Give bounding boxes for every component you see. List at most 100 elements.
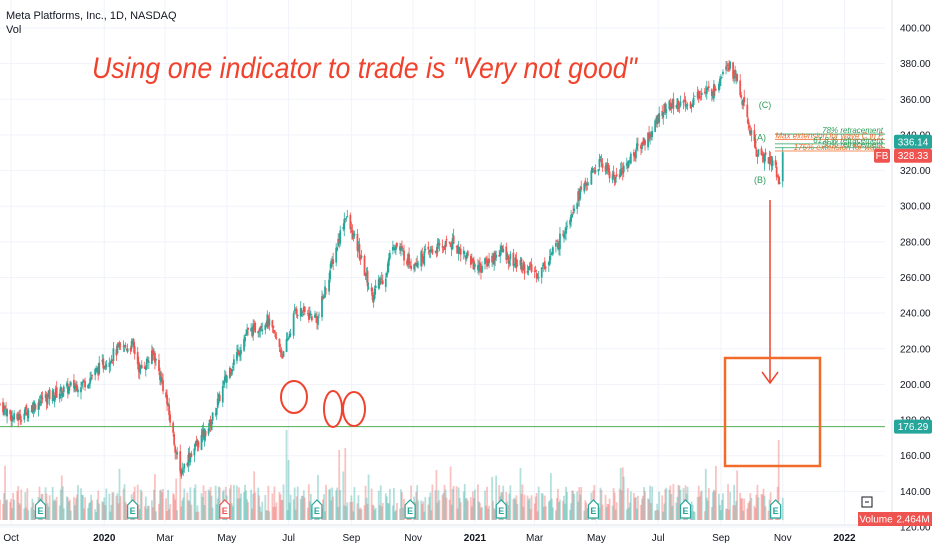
- candle[interactable]: [240, 344, 242, 361]
- candle[interactable]: [244, 333, 246, 347]
- earnings-marker[interactable]: E: [495, 499, 507, 519]
- candle[interactable]: [250, 322, 253, 332]
- candle[interactable]: [750, 127, 753, 142]
- candle[interactable]: [464, 255, 467, 265]
- candle[interactable]: [69, 380, 72, 388]
- candle[interactable]: [642, 137, 644, 146]
- candle[interactable]: [9, 409, 12, 420]
- candle[interactable]: [38, 395, 41, 410]
- candle[interactable]: [229, 367, 232, 377]
- candle[interactable]: [753, 123, 756, 148]
- candle[interactable]: [728, 59, 730, 72]
- candle[interactable]: [377, 274, 380, 290]
- candle[interactable]: [456, 244, 459, 254]
- candle[interactable]: [515, 252, 518, 272]
- candle[interactable]: [686, 102, 689, 111]
- candle[interactable]: [757, 149, 760, 157]
- candle[interactable]: [442, 245, 445, 253]
- candle[interactable]: [98, 356, 101, 376]
- candle[interactable]: [488, 252, 490, 269]
- candle[interactable]: [83, 379, 85, 382]
- candle[interactable]: [200, 428, 203, 451]
- price-tag[interactable]: 176.29: [894, 419, 932, 434]
- candle[interactable]: [471, 257, 474, 270]
- candle[interactable]: [477, 258, 479, 274]
- candle[interactable]: [82, 378, 84, 390]
- candle[interactable]: [378, 276, 381, 290]
- candle[interactable]: [685, 103, 688, 110]
- candle[interactable]: [725, 61, 727, 75]
- candle[interactable]: [268, 312, 271, 331]
- annotation-box[interactable]: [723, 356, 822, 468]
- candle[interactable]: [611, 170, 614, 184]
- candle[interactable]: [726, 60, 728, 72]
- candle[interactable]: [530, 258, 533, 274]
- volume-tag[interactable]: Volume 2.464M: [858, 512, 932, 526]
- candle[interactable]: [300, 308, 303, 317]
- candle[interactable]: [233, 354, 235, 371]
- candle[interactable]: [381, 274, 384, 285]
- candle[interactable]: [329, 263, 332, 283]
- candle[interactable]: [452, 228, 455, 244]
- candle[interactable]: [243, 334, 245, 352]
- candle[interactable]: [112, 342, 115, 366]
- candle[interactable]: [528, 262, 531, 271]
- candle[interactable]: [60, 387, 63, 402]
- candle[interactable]: [417, 260, 420, 269]
- candle[interactable]: [705, 80, 708, 100]
- candle[interactable]: [353, 230, 356, 239]
- candle[interactable]: [761, 150, 764, 163]
- candle[interactable]: [514, 254, 517, 269]
- candle[interactable]: [662, 111, 665, 125]
- candle[interactable]: [583, 182, 586, 194]
- candle[interactable]: [367, 282, 370, 291]
- candle[interactable]: [501, 245, 504, 253]
- candle[interactable]: [543, 257, 546, 270]
- candle[interactable]: [339, 225, 342, 247]
- candle[interactable]: [736, 73, 739, 83]
- candle[interactable]: [579, 185, 582, 201]
- candle[interactable]: [542, 262, 545, 273]
- candle[interactable]: [345, 216, 348, 222]
- candle[interactable]: [87, 384, 89, 390]
- candle[interactable]: [640, 143, 642, 156]
- candle[interactable]: [403, 244, 405, 266]
- candle[interactable]: [189, 453, 192, 466]
- candle[interactable]: [187, 447, 190, 472]
- candle[interactable]: [559, 226, 561, 257]
- candle[interactable]: [550, 251, 553, 256]
- candle[interactable]: [328, 272, 330, 295]
- candle[interactable]: [331, 256, 334, 267]
- candle[interactable]: [53, 395, 56, 408]
- candle[interactable]: [116, 342, 119, 355]
- annotation-circle[interactable]: [323, 390, 343, 428]
- candle[interactable]: [295, 306, 298, 319]
- candle[interactable]: [225, 374, 228, 389]
- candle[interactable]: [68, 381, 71, 391]
- candle[interactable]: [622, 162, 625, 178]
- candle[interactable]: [700, 88, 703, 101]
- candle[interactable]: [648, 125, 650, 142]
- candle[interactable]: [547, 260, 550, 272]
- candle[interactable]: [441, 239, 444, 254]
- candle[interactable]: [282, 350, 285, 358]
- candle[interactable]: [62, 384, 65, 397]
- candle[interactable]: [195, 435, 198, 447]
- candle[interactable]: [385, 271, 388, 278]
- candle[interactable]: [6, 408, 8, 424]
- candle[interactable]: [147, 356, 150, 370]
- candle[interactable]: [77, 386, 79, 397]
- candle[interactable]: [139, 364, 142, 375]
- candle[interactable]: [599, 155, 602, 161]
- candle[interactable]: [448, 241, 451, 245]
- candle[interactable]: [548, 249, 551, 266]
- candle[interactable]: [119, 342, 122, 351]
- candle[interactable]: [551, 245, 554, 257]
- candle[interactable]: [463, 251, 466, 258]
- candle[interactable]: [322, 293, 324, 301]
- candle[interactable]: [506, 251, 509, 260]
- candle[interactable]: [722, 69, 724, 76]
- candle[interactable]: [566, 220, 568, 230]
- candle[interactable]: [749, 125, 752, 136]
- candle[interactable]: [682, 99, 685, 110]
